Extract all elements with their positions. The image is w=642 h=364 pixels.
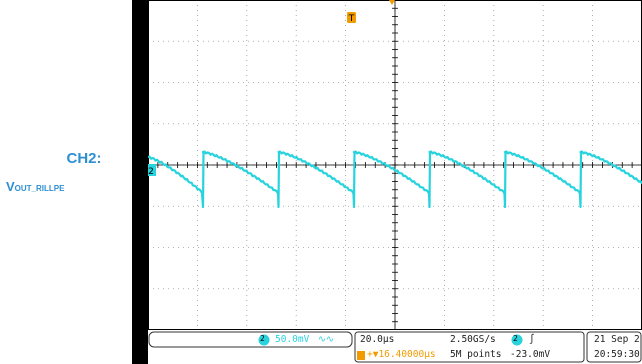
signal-label: VOUT_RILLPE: [0, 179, 138, 194]
trigger-marker-text: T: [348, 14, 355, 24]
signal-label-sub: OUT_RILLPE: [14, 184, 65, 193]
trigger-slope-icon: ∫: [529, 334, 535, 345]
ch2-badge-icon: [258, 334, 270, 346]
trigger-offset-icon: [357, 351, 365, 360]
volts-div-readout[interactable]: 50.0mV: [275, 334, 310, 345]
ch2-ground-marker[interactable]: 2: [148, 164, 156, 177]
trigger-level-readout[interactable]: -23.0mV: [510, 349, 551, 360]
time-readout: 20:59:30: [594, 349, 640, 360]
status-bar-frame: [148, 331, 642, 363]
date-readout: 21 Sep 2: [594, 334, 640, 345]
channel-label: CH2:: [66, 150, 102, 167]
trigger-ch-badge-icon: [511, 334, 523, 346]
sample-rate-readout: 2.50GS/s: [450, 334, 496, 345]
trigger-marker[interactable]: T: [347, 12, 356, 24]
trigger-ch-badge-text: 2: [513, 334, 518, 343]
ch2-marker-text: 2: [148, 167, 154, 177]
ch2-badge-text: 2: [260, 334, 265, 343]
bandwidth-icon: ∿∿: [318, 334, 334, 345]
status-bar: 2 50.0mV ∿∿ 20.0μs +▼16.40000μs 2.50GS/s…: [148, 330, 642, 364]
trigger-position-icon: [389, 0, 395, 5]
time-div-readout[interactable]: 20.0μs: [360, 334, 395, 345]
signal-label-block: CH2: VOUT_RILLPE: [0, 150, 138, 194]
record-length-readout: 5M points: [450, 349, 502, 360]
trigger-offset-readout[interactable]: +▼16.40000μs: [367, 349, 436, 360]
signal-label-main: V: [6, 179, 15, 194]
graticule: [148, 0, 642, 330]
scope-screen: T 2: [148, 0, 642, 330]
ch2-waveform: [148, 150, 642, 209]
